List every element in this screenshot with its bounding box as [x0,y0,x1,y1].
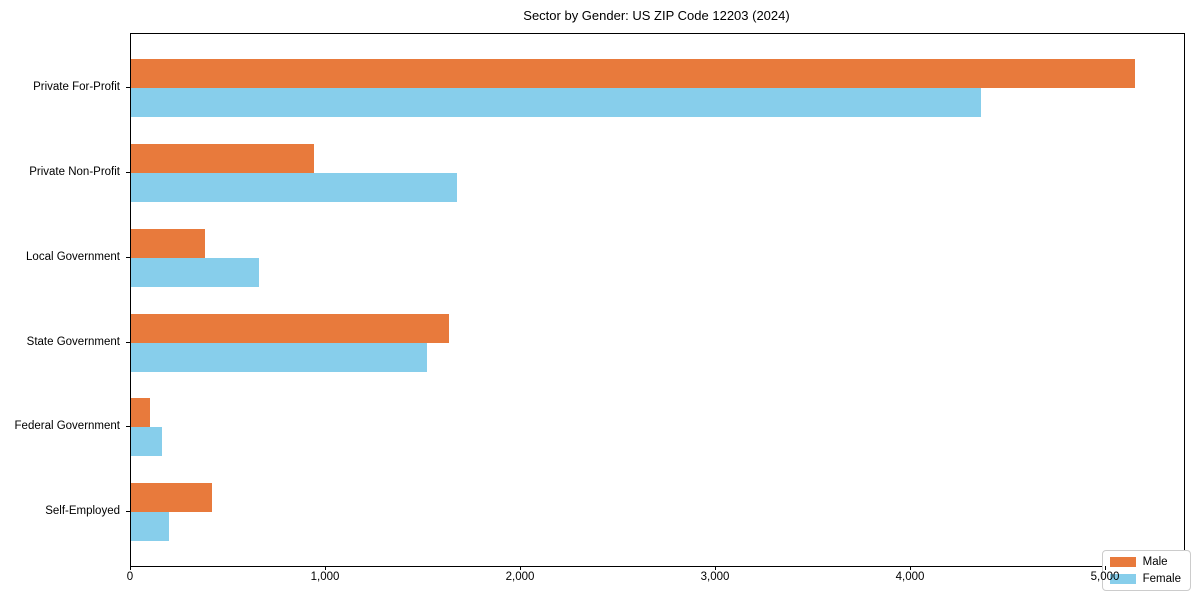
legend-label-female: Female [1142,573,1181,585]
legend-swatch-male [1109,557,1136,567]
bar-male-private-non-profit [131,143,315,173]
bar-female-federal-government [131,427,163,457]
legend-label-male: Male [1142,556,1168,568]
bar-male-self-employed [131,483,212,513]
y-axis-label-self-employed: Self-Employed [45,505,120,518]
y-axis-tick [126,426,130,428]
x-axis-tick-label-5000: 5,000 [1090,571,1120,583]
x-axis-tick [130,566,131,570]
x-axis-tick [910,566,911,570]
y-axis-tick [126,171,130,173]
y-axis-label-local-government: Local Government [26,250,120,263]
plot-area [130,33,1185,567]
x-axis-tick-label-4000: 4,000 [895,571,925,583]
y-axis-label-state-government: State Government [26,335,120,348]
x-axis-tick [325,566,326,570]
x-axis-tick [715,566,716,570]
y-axis-label-federal-government: Federal Government [14,420,120,433]
bar-male-private-for-profit [131,59,1136,88]
bar-male-federal-government [131,398,150,428]
y-axis-tick [126,511,130,513]
x-axis-tick-label-0: 0 [126,571,134,583]
y-axis-tick [126,87,130,88]
y-axis-label-private-non-profit: Private Non-Profit [29,165,120,178]
bar-female-state-government [131,342,428,372]
bar-male-state-government [131,313,449,343]
bar-male-local-government [131,228,206,258]
x-axis-tick [520,566,521,570]
bar-female-private-for-profit [131,88,982,117]
bar-female-private-non-profit [131,172,457,202]
legend-item-male: Male [1109,556,1181,568]
x-axis-tick-label-1000: 1,000 [310,571,340,583]
legend-item-female: Female [1109,573,1181,585]
legend: Male Female [1101,550,1191,591]
bar-female-self-employed [131,512,170,542]
bar-female-local-government [131,257,259,287]
y-axis-tick [126,341,130,343]
legend-swatch-female [1109,574,1136,584]
x-axis-tick-label-2000: 2,000 [505,571,535,583]
x-axis-tick [1105,566,1106,570]
x-axis-tick-label-3000: 3,000 [700,571,730,583]
chart-title: Sector by Gender: US ZIP Code 12203 (202… [523,8,790,23]
y-axis-label-private-for-profit: Private For-Profit [33,81,120,93]
y-axis-tick [126,256,130,258]
